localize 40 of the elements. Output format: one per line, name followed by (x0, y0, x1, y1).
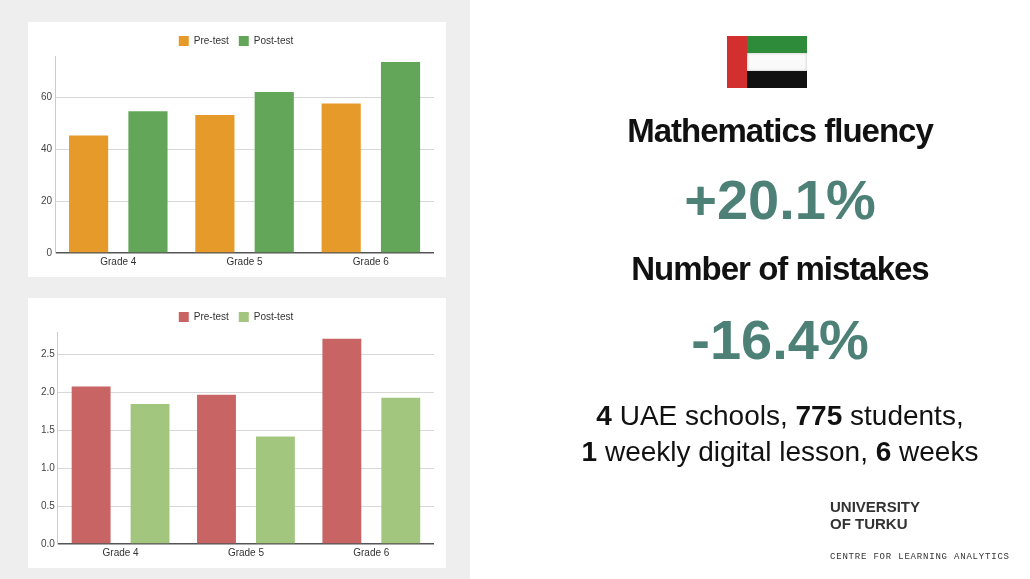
y-tick-label: 1.0 (41, 462, 56, 474)
text: Number of mistakes (630, 250, 930, 288)
x-tick-label: Grade 5 (227, 546, 265, 558)
y-tick-label: 1.5 (41, 424, 56, 436)
bar (130, 403, 170, 544)
text: +20.1% (683, 168, 877, 232)
bar (71, 386, 111, 544)
y-tick-label: 0.0 (41, 537, 56, 549)
bar (128, 111, 168, 253)
x-tick-label: Grade 4 (102, 546, 140, 558)
bar (322, 338, 362, 544)
x-tick-label: Grade 6 (353, 546, 390, 558)
bar (254, 92, 294, 253)
legend-label: Pre-test (193, 34, 229, 46)
text: 1 weekly digital lesson, 6 weeks (581, 436, 979, 467)
y-tick-label: 40 (41, 143, 53, 155)
y-tick-label: 0.5 (41, 499, 56, 511)
x-tick-label: Grade 4 (100, 255, 137, 267)
x-tick-label: Grade 5 (226, 255, 264, 267)
text: CENTRE FOR LEARNING ANALYTICS (830, 552, 1010, 562)
bar (197, 394, 236, 544)
y-tick-label: 60 (41, 91, 53, 103)
bar (380, 61, 421, 253)
legend-label: Post-test (253, 34, 294, 46)
x-tick-label: Grade 6 (352, 255, 390, 267)
bar (195, 115, 235, 253)
text: UNIVERSITY OF TURKU (830, 498, 921, 532)
legend-label: Post-test (253, 310, 294, 322)
bar (321, 103, 361, 253)
y-tick-label: 0 (46, 246, 53, 258)
legend-label: Pre-test (193, 310, 229, 322)
text: 4 UAE schools, 775 students, (596, 400, 964, 431)
y-tick-label: 2.0 (41, 386, 56, 398)
bar (381, 397, 421, 544)
text: -16.4% (690, 308, 870, 372)
bar (69, 135, 109, 253)
y-tick-label: 2.5 (41, 348, 56, 360)
y-tick-label: 20 (41, 194, 53, 206)
text: Mathematics fluency (626, 112, 935, 150)
bar (255, 436, 295, 544)
